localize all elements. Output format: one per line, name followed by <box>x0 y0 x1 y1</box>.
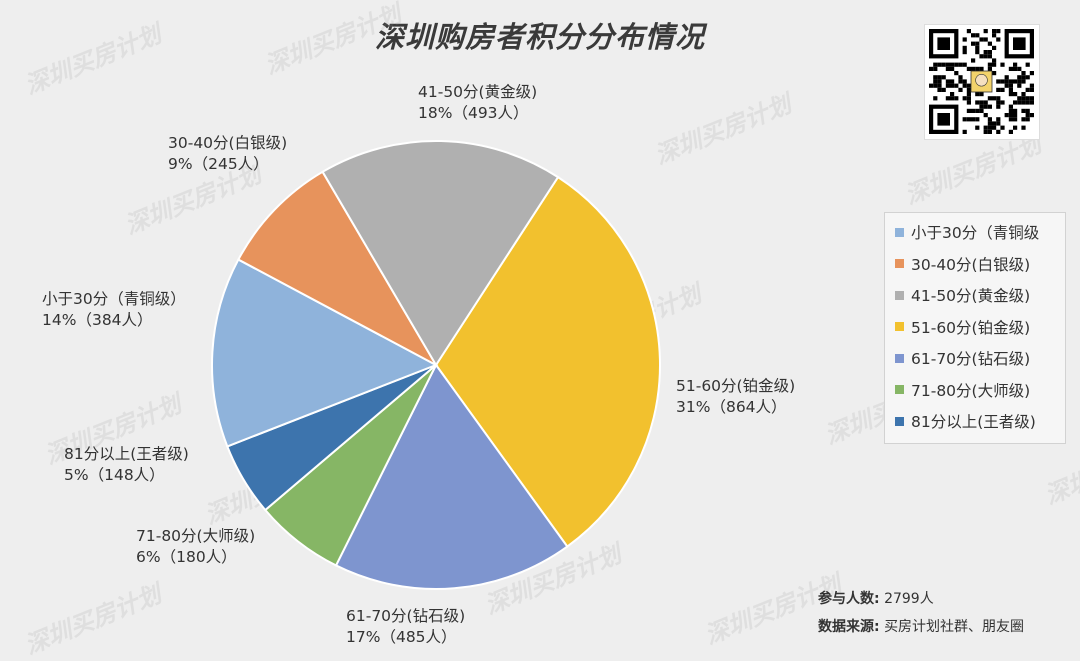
slice-label: 小于30分（青铜级） 14%（384人） <box>42 289 186 331</box>
source-value: 买房计划社群、朋友圈 <box>884 619 1025 635</box>
legend-item: 51-60分(铂金级) <box>895 314 1030 340</box>
legend-swatch <box>895 416 904 426</box>
slice-label-value: 17%（485人） <box>346 628 457 646</box>
slice-label: 61-70分(钻石级) 17%（485人） <box>346 606 465 648</box>
legend-label: 61-70分(钻石级) <box>911 350 1031 368</box>
legend-item: 30-40分(白银级) <box>895 251 1030 277</box>
qr-code <box>924 24 1040 140</box>
legend-item: 41-50分(黄金级) <box>895 282 1030 308</box>
legend-label: 51-60分(铂金级) <box>911 318 1031 337</box>
participants-value: 2799人 <box>884 591 934 607</box>
pie-slice <box>334 363 569 590</box>
slice-label-category: 71-80分(大师级) <box>136 527 256 545</box>
legend-item: 61-70分(钻石级) <box>895 345 1030 371</box>
slice-label: 30-40分(白银级) 9%（245人） <box>168 133 287 175</box>
legend-label: 41-50分(黄金级) <box>911 287 1031 305</box>
pie-slice <box>321 140 560 367</box>
slice-label: 51-60分(铂金级) 31%（864人） <box>676 376 795 418</box>
legend-swatch <box>895 353 904 363</box>
legend-swatch <box>895 385 904 394</box>
slice-label-category: 小于30分（青铜级） <box>42 290 186 308</box>
chart-title: 深圳购房者积分分布情况 <box>374 20 705 54</box>
slice-label-category: 61-70分(钻石级) <box>346 607 466 625</box>
legend: 小于30分（青铜级 30-40分(白银级) 41-50分(黄金级) 51-60分(铂金… <box>884 212 1066 444</box>
slice-label-category: 81分以上(王者级) <box>64 445 189 463</box>
pie-slice <box>434 175 661 548</box>
slice-label-value: 18%（493人） <box>418 104 529 122</box>
participants-line: 参与人数: 2799人 <box>818 588 934 608</box>
legend-item: 71-80分(大师级) <box>895 377 1030 403</box>
legend-item: 81分以上(王者级) <box>895 408 1036 434</box>
slice-label-category: 51-60分(铂金级) <box>676 377 796 395</box>
slice-label: 71-80分(大师级) 6%（180人） <box>136 526 255 568</box>
legend-swatch <box>895 290 904 300</box>
legend-item: 小于30分（青铜级 <box>895 219 1039 245</box>
slice-label-value: 14%（384人） <box>42 311 153 329</box>
legend-label: 81分以上(王者级) <box>911 413 1036 431</box>
legend-label: 30-40分(白银级) <box>911 255 1031 274</box>
source-label: 数据来源: <box>818 619 880 635</box>
slice-label: 81分以上(王者级) 5%（148人） <box>64 444 189 486</box>
slice-label-value: 5%（148人） <box>64 466 165 484</box>
slice-label-category: 30-40分(白银级) <box>168 134 288 152</box>
participants-label: 参与人数: <box>818 591 880 607</box>
pie-slice <box>211 258 439 448</box>
source-line: 数据来源: 买房计划社群、朋友圈 <box>818 616 1024 636</box>
legend-swatch <box>895 227 904 237</box>
legend-label: 71-80分(大师级) <box>911 381 1031 400</box>
legend-swatch <box>895 259 904 268</box>
legend-label: 小于30分（青铜级 <box>911 224 1040 242</box>
slice-label-value: 9%（245人） <box>168 155 269 173</box>
slice-label-value: 31%（864人） <box>676 398 787 416</box>
pie-slice <box>237 170 439 368</box>
slice-label: 41-50分(黄金级) 18%（493人） <box>418 82 537 124</box>
legend-swatch <box>895 322 904 331</box>
slice-label-value: 6%（180人） <box>136 548 237 566</box>
slice-label-category: 41-50分(黄金级) <box>418 83 538 101</box>
